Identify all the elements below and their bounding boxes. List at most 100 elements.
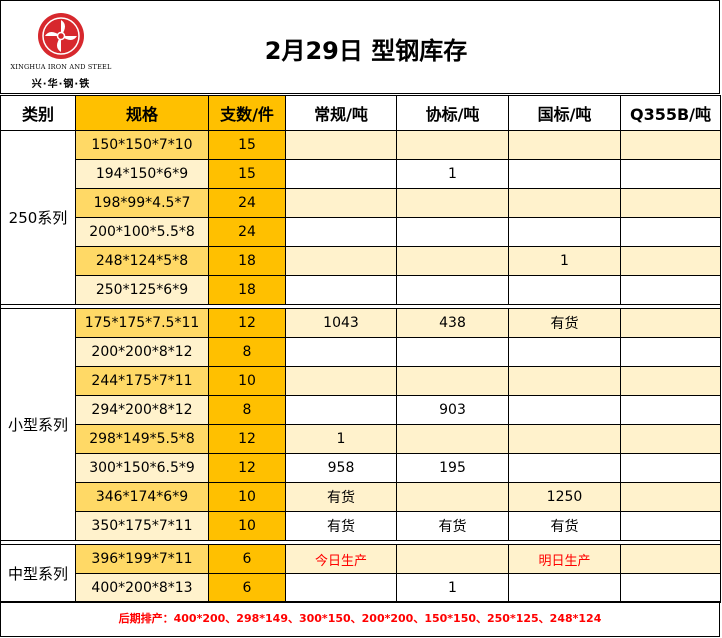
assoc-standard-cell: 1 bbox=[396, 573, 509, 603]
q355b-cell bbox=[620, 511, 721, 541]
national-standard-cell bbox=[508, 337, 621, 367]
table-row: 350*175*7*11 10 有货 有货 有货 bbox=[1, 511, 721, 541]
assoc-standard-cell: 903 bbox=[396, 395, 509, 425]
q355b-cell bbox=[620, 308, 721, 338]
regular-cell bbox=[285, 275, 397, 305]
logo-emblem-icon bbox=[38, 13, 84, 59]
count-cell: 6 bbox=[208, 544, 286, 574]
q355b-cell bbox=[620, 337, 721, 367]
assoc-standard-cell: 438 bbox=[396, 308, 509, 338]
spec-cell: 300*150*6.5*9 bbox=[75, 453, 209, 483]
national-standard-cell: 明日生产 bbox=[508, 544, 621, 574]
category-cell: 250系列 bbox=[0, 130, 76, 305]
count-cell: 18 bbox=[208, 275, 286, 305]
spec-cell: 175*175*7.5*11 bbox=[75, 308, 209, 338]
table-row: 中型系列 396*199*7*11 6 今日生产 明日生产 bbox=[0, 544, 721, 603]
table-row: 294*200*8*12 8 903 bbox=[1, 395, 721, 425]
table-row: 194*150*6*9 15 1 bbox=[1, 159, 721, 189]
table-row: 298*149*5.5*8 12 1 bbox=[1, 424, 721, 454]
regular-cell: 958 bbox=[285, 453, 397, 483]
regular-cell bbox=[285, 130, 397, 160]
q355b-cell bbox=[620, 246, 721, 276]
count-cell: 10 bbox=[208, 482, 286, 512]
spec-cell: 298*149*5.5*8 bbox=[75, 424, 209, 454]
count-cell: 12 bbox=[208, 453, 286, 483]
national-standard-cell bbox=[508, 573, 621, 603]
table-header-row: 类别 规格 支数/件 常规/吨 协标/吨 国标/吨 Q355B/吨 bbox=[0, 95, 721, 131]
q355b-cell bbox=[620, 159, 721, 189]
q355b-cell bbox=[620, 544, 721, 574]
assoc-standard-cell bbox=[396, 482, 509, 512]
regular-cell bbox=[285, 159, 397, 189]
national-standard-cell bbox=[508, 188, 621, 218]
national-standard-cell bbox=[508, 453, 621, 483]
spec-cell: 294*200*8*12 bbox=[75, 395, 209, 425]
category-cell: 小型系列 bbox=[0, 308, 76, 541]
regular-cell: 1043 bbox=[285, 308, 397, 338]
national-standard-cell: 有货 bbox=[508, 511, 621, 541]
count-cell: 8 bbox=[208, 337, 286, 367]
company-logo: XINGHUA IRON AND STEEL 兴·华·钢·铁 bbox=[5, 7, 117, 90]
national-standard-cell bbox=[508, 395, 621, 425]
count-cell: 15 bbox=[208, 130, 286, 160]
assoc-standard-cell bbox=[396, 544, 509, 574]
table-row: 200*200*8*12 8 bbox=[1, 337, 721, 367]
count-cell: 10 bbox=[208, 511, 286, 541]
assoc-standard-cell bbox=[396, 130, 509, 160]
spec-cell: 200*100*5.5*8 bbox=[75, 217, 209, 247]
logo-name-cn: 兴·华·钢·铁 bbox=[31, 79, 91, 90]
national-standard-cell: 1250 bbox=[508, 482, 621, 512]
spec-cell: 194*150*6*9 bbox=[75, 159, 209, 189]
national-standard-cell: 1 bbox=[508, 246, 621, 276]
regular-cell: 有货 bbox=[285, 482, 397, 512]
logo-name-en: XINGHUA IRON AND STEEL bbox=[10, 63, 112, 71]
spec-cell: 248*124*5*8 bbox=[75, 246, 209, 276]
q355b-cell bbox=[620, 217, 721, 247]
header-assoc-standard: 协标/吨 bbox=[396, 95, 509, 131]
header-category: 类别 bbox=[0, 95, 76, 131]
count-cell: 15 bbox=[208, 159, 286, 189]
page-title: 2月29日 型钢库存 bbox=[264, 37, 468, 65]
national-standard-cell bbox=[508, 424, 621, 454]
regular-cell bbox=[285, 395, 397, 425]
table-row: 198*99*4.5*7 24 bbox=[1, 188, 721, 218]
q355b-cell bbox=[620, 453, 721, 483]
assoc-standard-cell: 195 bbox=[396, 453, 509, 483]
regular-cell bbox=[285, 246, 397, 276]
table-row: 400*200*8*13 6 1 bbox=[1, 573, 721, 603]
count-cell: 24 bbox=[208, 217, 286, 247]
category-cell: 中型系列 bbox=[0, 544, 76, 603]
assoc-standard-cell bbox=[396, 188, 509, 218]
header-count: 支数/件 bbox=[208, 95, 286, 131]
spec-cell: 350*175*7*11 bbox=[75, 511, 209, 541]
national-standard-cell bbox=[508, 275, 621, 305]
national-standard-cell bbox=[508, 159, 621, 189]
national-standard-cell: 有货 bbox=[508, 308, 621, 338]
assoc-standard-cell bbox=[396, 217, 509, 247]
q355b-cell bbox=[620, 424, 721, 454]
spec-cell: 400*200*8*13 bbox=[75, 573, 209, 603]
spec-cell: 150*150*7*10 bbox=[75, 130, 209, 160]
regular-cell: 有货 bbox=[285, 511, 397, 541]
table-row: 300*150*6.5*9 12 958 195 bbox=[1, 453, 721, 483]
table-row: 244*175*7*11 10 bbox=[1, 366, 721, 396]
spec-cell: 346*174*6*9 bbox=[75, 482, 209, 512]
table-row: 346*174*6*9 10 有货 1250 bbox=[1, 482, 721, 512]
q355b-cell bbox=[620, 573, 721, 603]
q355b-cell bbox=[620, 275, 721, 305]
regular-cell bbox=[285, 217, 397, 247]
national-standard-cell bbox=[508, 366, 621, 396]
regular-cell bbox=[285, 188, 397, 218]
table-row: 小型系列 175*175*7.5*11 12 1043 438 有货 bbox=[0, 308, 721, 541]
spec-cell: 250*125*6*9 bbox=[75, 275, 209, 305]
assoc-standard-cell bbox=[396, 337, 509, 367]
header-national-standard: 国标/吨 bbox=[508, 95, 621, 131]
table-row: 250系列 150*150*7*10 15 bbox=[0, 130, 721, 305]
regular-cell bbox=[285, 366, 397, 396]
regular-cell bbox=[285, 573, 397, 603]
assoc-standard-cell bbox=[396, 366, 509, 396]
header-spec: 规格 bbox=[75, 95, 209, 131]
count-cell: 8 bbox=[208, 395, 286, 425]
count-cell: 6 bbox=[208, 573, 286, 603]
spec-cell: 200*200*8*12 bbox=[75, 337, 209, 367]
